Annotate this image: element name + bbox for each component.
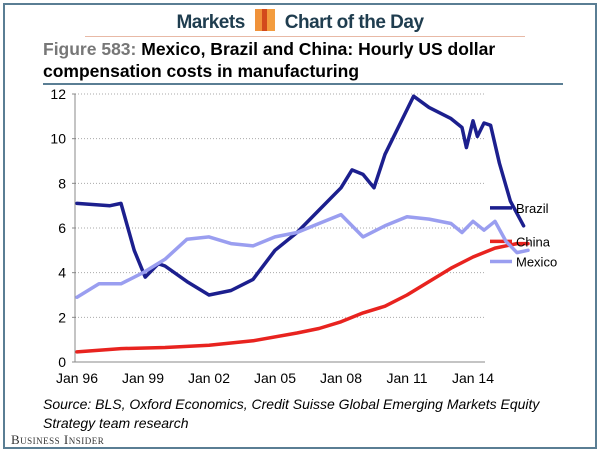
bar-chart-logo-icon [254, 9, 275, 31]
legend-label-brazil: Brazil [516, 201, 549, 216]
y-tick-label: 0 [58, 354, 66, 370]
x-tick-label: Jan 99 [122, 370, 164, 386]
y-tick-label: 4 [58, 265, 66, 281]
x-tick-label: Jan 08 [320, 370, 362, 386]
y-tick-label: 12 [50, 86, 66, 102]
title-text: Mexico, Brazil and China: Hourly US doll… [43, 39, 496, 81]
legend-label-china: China [516, 234, 551, 249]
x-tick-label: Jan 05 [254, 370, 296, 386]
brand-header: Markets Chart of the Day [5, 9, 595, 35]
y-tick-label: 2 [58, 309, 66, 325]
y-tick-label: 6 [58, 220, 66, 236]
series-line-china [75, 241, 530, 354]
y-tick-label: 10 [50, 131, 66, 147]
x-tick-label: Jan 96 [56, 370, 98, 386]
chart-title: Figure 583: Mexico, Brazil and China: Ho… [43, 38, 563, 82]
source-note: Source: BLS, Oxford Economics, Credit Su… [43, 396, 540, 431]
legend-label-mexico: Mexico [516, 255, 557, 270]
y-tick-label: 8 [58, 175, 66, 191]
divider [43, 83, 563, 85]
series-line-mexico [75, 212, 530, 299]
x-tick-label: Jan 02 [188, 370, 230, 386]
figure-number: Figure 583: [43, 39, 137, 59]
x-tick-label: Jan 14 [452, 370, 494, 386]
x-tick-label: Jan 11 [387, 370, 428, 386]
brand-markets: Markets [176, 12, 245, 33]
divider [85, 36, 525, 37]
brand-chart-of-the-day: Chart of the Day [284, 12, 424, 33]
publisher-logo: Business Insider [11, 432, 105, 447]
